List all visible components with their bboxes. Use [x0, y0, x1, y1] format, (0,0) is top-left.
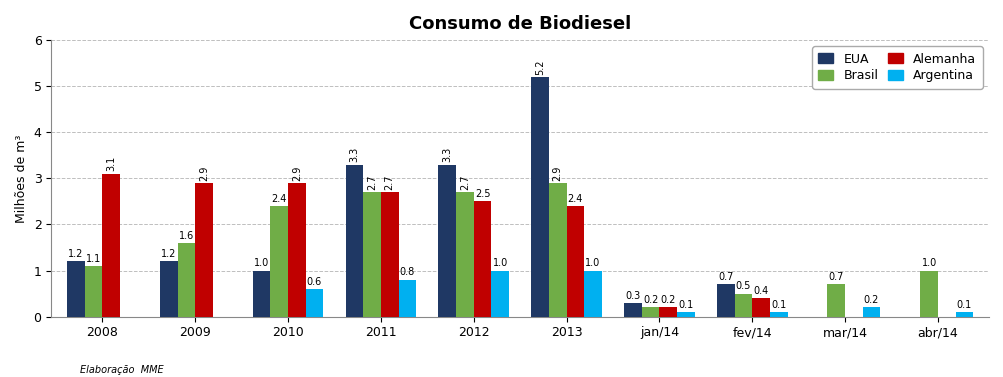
Text: 0.8: 0.8 [399, 267, 414, 277]
Bar [734, 294, 751, 317]
Bar [624, 303, 641, 317]
Text: 0.4: 0.4 [752, 286, 768, 296]
Text: 1.0: 1.0 [585, 258, 600, 268]
Bar [641, 307, 659, 317]
Bar [676, 312, 694, 317]
Title: Consumo de Biodiesel: Consumo de Biodiesel [408, 15, 631, 33]
Text: 1.2: 1.2 [68, 249, 83, 259]
Text: 2.4: 2.4 [271, 194, 287, 204]
Bar [955, 312, 972, 317]
Text: 2.4: 2.4 [567, 194, 583, 204]
Y-axis label: Milhões de m³: Milhões de m³ [15, 134, 28, 222]
Text: 3.1: 3.1 [106, 156, 116, 172]
Bar [751, 298, 769, 317]
Text: 0.7: 0.7 [717, 272, 733, 282]
Text: 2.9: 2.9 [199, 165, 209, 181]
Bar [363, 192, 380, 317]
Bar [584, 271, 601, 317]
Bar [178, 243, 195, 317]
Bar [826, 284, 845, 317]
Bar [455, 192, 473, 317]
Bar [67, 261, 84, 317]
Text: 2.7: 2.7 [384, 175, 394, 190]
Text: 0.2: 0.2 [660, 295, 675, 305]
Bar [345, 164, 363, 317]
Text: 3.3: 3.3 [349, 147, 359, 162]
Text: 0.2: 0.2 [863, 295, 879, 305]
Legend: EUA, Brasil, Alemanha, Argentina: EUA, Brasil, Alemanha, Argentina [811, 46, 982, 89]
Bar [438, 164, 455, 317]
Bar [102, 174, 120, 317]
Bar [566, 206, 584, 317]
Text: 0.5: 0.5 [735, 281, 750, 291]
Bar [490, 271, 509, 317]
Bar [380, 192, 398, 317]
Text: 1.1: 1.1 [86, 254, 101, 264]
Text: 0.6: 0.6 [307, 277, 322, 287]
Text: 2.5: 2.5 [474, 189, 489, 199]
Bar [473, 201, 490, 317]
Bar [862, 307, 880, 317]
Bar [288, 183, 305, 317]
Bar [253, 271, 270, 317]
Text: 0.7: 0.7 [827, 272, 844, 282]
Text: 0.2: 0.2 [642, 295, 658, 305]
Bar [84, 266, 102, 317]
Text: 5.2: 5.2 [535, 59, 545, 75]
Bar [716, 284, 734, 317]
Text: Elaboração  MME: Elaboração MME [80, 365, 163, 375]
Text: 2.9: 2.9 [553, 165, 562, 181]
Text: 0.1: 0.1 [678, 300, 693, 310]
Text: 2.7: 2.7 [459, 175, 469, 190]
Text: 0.1: 0.1 [770, 300, 785, 310]
Text: 3.3: 3.3 [441, 147, 451, 162]
Bar [920, 271, 937, 317]
Bar [159, 261, 178, 317]
Bar [531, 77, 549, 317]
Text: 1.0: 1.0 [254, 258, 269, 268]
Text: 1.6: 1.6 [179, 231, 194, 241]
Text: 1.0: 1.0 [921, 258, 936, 268]
Bar [398, 280, 415, 317]
Bar [659, 307, 676, 317]
Text: 2.9: 2.9 [292, 165, 302, 181]
Text: 0.3: 0.3 [625, 291, 640, 300]
Bar [549, 183, 566, 317]
Text: 1.0: 1.0 [492, 258, 508, 268]
Bar [270, 206, 288, 317]
Bar [769, 312, 786, 317]
Bar [195, 183, 213, 317]
Text: 2.7: 2.7 [367, 175, 377, 190]
Text: 1.2: 1.2 [160, 249, 177, 259]
Bar [305, 289, 323, 317]
Text: 0.1: 0.1 [956, 300, 971, 310]
